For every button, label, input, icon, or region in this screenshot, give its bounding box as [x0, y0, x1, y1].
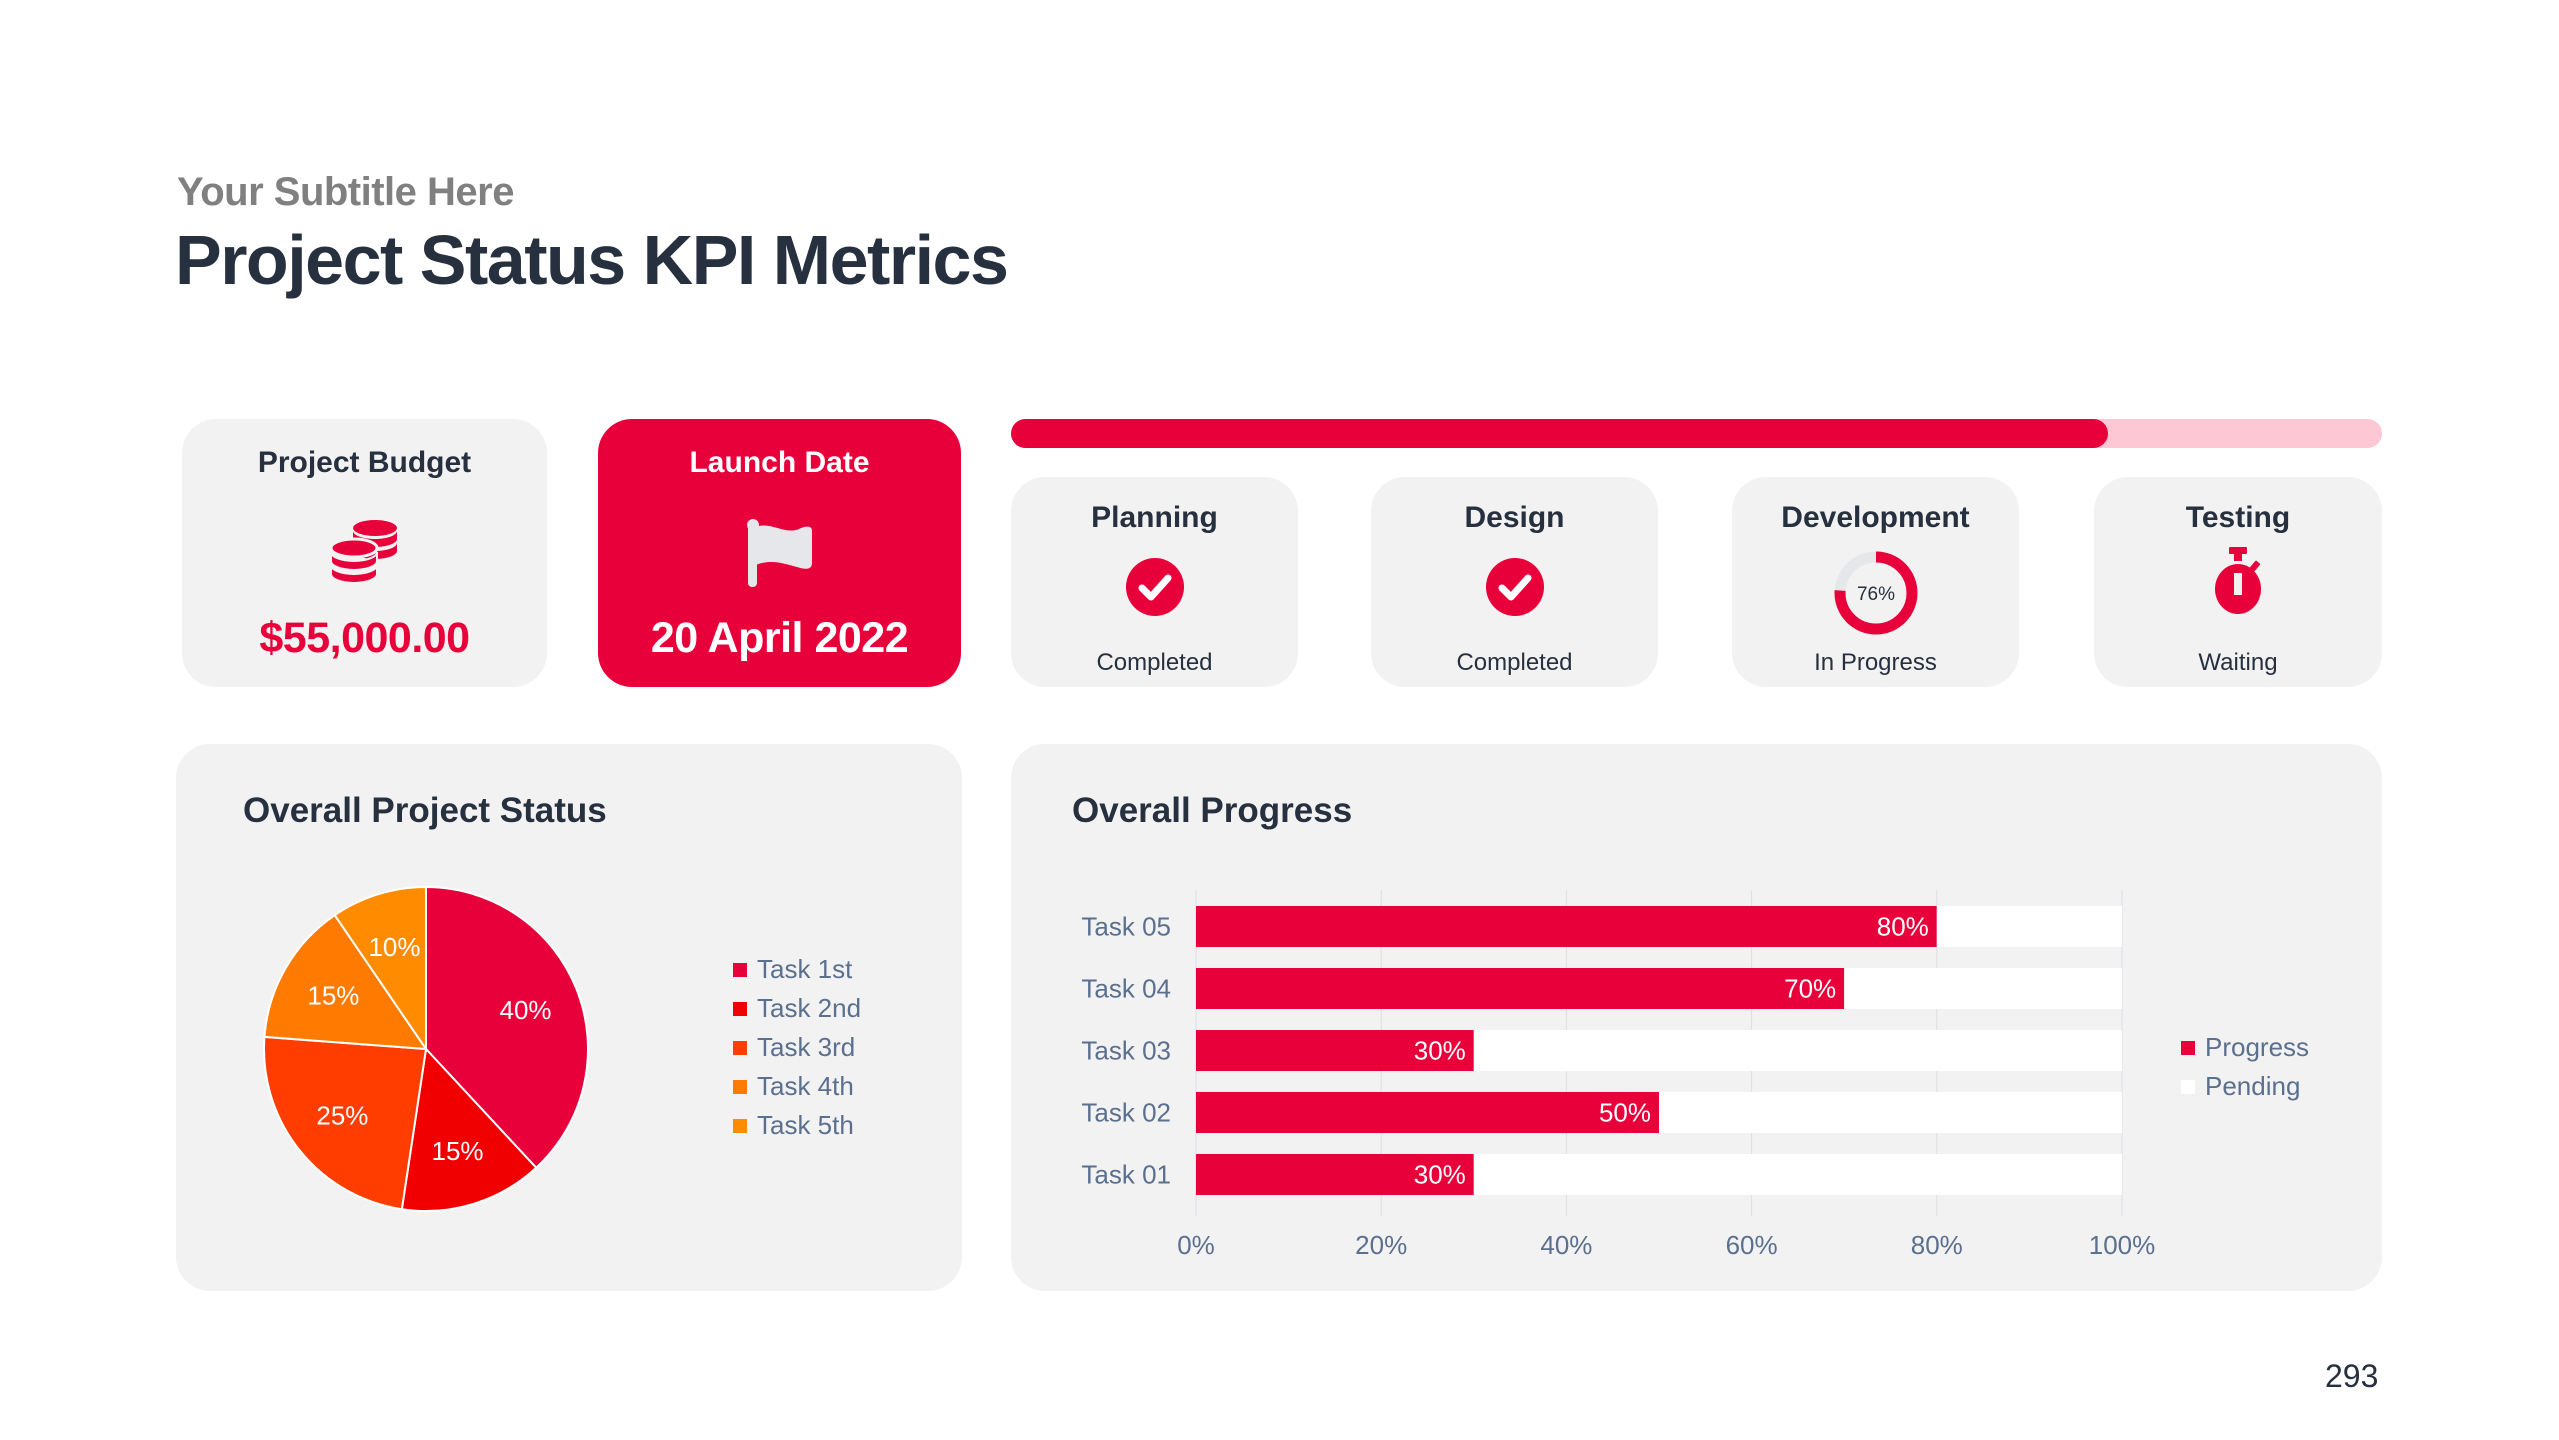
x-tick-label: 0%	[1177, 1230, 1215, 1260]
stage-status: Completed	[1096, 649, 1213, 676]
check-circle-icon	[1485, 558, 1544, 616]
legend-item-task-1st: Task 1st	[733, 954, 852, 985]
pie-slice-3	[263, 1035, 428, 1211]
budget-label: Project Budget	[257, 446, 472, 479]
overall-project-status-panel: Overall Project Status 40% 15% 25% 15% 10% T…	[176, 744, 962, 1291]
coins-icon	[330, 520, 397, 584]
legend-item-pending: Pending	[2181, 1071, 2300, 1102]
bar-pending	[1473, 1030, 2122, 1071]
stage-name: Testing	[2185, 501, 2291, 534]
overall-progress-fill	[1011, 419, 2108, 448]
pie-slice-4	[263, 913, 428, 1051]
legend-label: Progress	[2205, 1032, 2310, 1062]
stopwatch-icon	[2215, 547, 2261, 614]
bar-data-label: 30%	[1414, 1160, 1466, 1190]
legend-item-progress: Progress	[2181, 1032, 2309, 1063]
pie-data-label: 15%	[307, 981, 359, 1011]
stage-card-development: Development 76% In Progress	[1732, 477, 2019, 687]
pie-chart-title: Overall Project Status	[243, 791, 607, 830]
page-number: 293	[2325, 1358, 2379, 1394]
progress-ring-label: 76%	[1856, 584, 1894, 605]
launch-date-card: Launch Date 20 April 2022	[598, 419, 961, 687]
legend-label: Pending	[2205, 1071, 2301, 1101]
budget-card: Project Budget $55,000.00	[182, 419, 547, 687]
stage-card-testing: Testing Waiting	[2094, 477, 2382, 687]
legend-item-task-3rd: Task 3rd	[733, 1032, 855, 1063]
budget-value: $55,000.00	[259, 614, 470, 662]
bar-pending	[1844, 968, 2122, 1009]
pie-data-label: 15%	[431, 1136, 483, 1166]
legend-item-task-5th: Task 5th	[733, 1110, 854, 1141]
page-subtitle: Your Subtitle Here	[177, 170, 514, 214]
x-tick-label: 60%	[1726, 1230, 1778, 1260]
bar-pending	[1936, 906, 2122, 947]
legend-item-task-2nd: Task 2nd	[733, 993, 861, 1024]
bar-pending	[1473, 1154, 2122, 1195]
legend-swatch	[2181, 1079, 2195, 1094]
legend-label: Task 4th	[757, 1071, 854, 1101]
x-tick-label: 100%	[2089, 1230, 2156, 1260]
bar-pending	[1659, 1092, 2122, 1133]
bar-data-label: 50%	[1599, 1098, 1651, 1128]
y-category-label: Task 05	[1081, 912, 1171, 942]
bar-progress	[1196, 1154, 1474, 1195]
pie-data-label: 40%	[500, 995, 552, 1025]
stage-card-design: Design Completed	[1371, 477, 1658, 687]
launch-date-value: 20 April 2022	[650, 614, 909, 662]
legend-item-task-4th: Task 4th	[733, 1071, 854, 1102]
stage-status: Waiting	[2198, 649, 2278, 676]
bar-progress	[1196, 1092, 1659, 1133]
page-title: Project Status KPI Metrics	[175, 221, 1009, 299]
overall-progress-track	[1011, 419, 2382, 448]
legend-swatch	[2181, 1040, 2195, 1055]
pie-data-label: 10%	[368, 932, 420, 962]
progress-ring-fill	[1834, 551, 1917, 635]
stage-status: In Progress	[1814, 649, 1937, 676]
bar-data-label: 70%	[1784, 974, 1836, 1004]
bar-data-label: 80%	[1877, 912, 1929, 942]
y-category-label: Task 03	[1081, 1036, 1171, 1066]
legend-label: Task 3rd	[757, 1032, 856, 1062]
legend-swatch	[733, 1040, 747, 1055]
bar-chart: 0% 20% 40% 60% 80% 100% Task 05 80% Task 04 70% Ta…	[1081, 890, 2156, 1260]
legend-label: Task 2nd	[757, 993, 862, 1023]
bar-progress	[1196, 1030, 1474, 1071]
pie-slice-5	[333, 885, 427, 1053]
stage-name: Planning	[1091, 501, 1218, 534]
legend-swatch	[733, 1118, 747, 1133]
x-tick-label: 40%	[1540, 1230, 1592, 1260]
y-category-label: Task 04	[1081, 974, 1171, 1004]
pie-data-label: 25%	[316, 1101, 368, 1131]
bar-progress	[1196, 906, 1937, 947]
stage-name: Design	[1464, 501, 1565, 534]
legend-label: Task 1st	[757, 954, 853, 984]
pie-slice-1	[425, 885, 589, 1170]
y-category-label: Task 01	[1081, 1160, 1171, 1190]
x-tick-label: 80%	[1911, 1230, 1963, 1260]
pie-slice-2	[400, 1046, 538, 1212]
flag-icon	[747, 519, 812, 587]
stage-name: Development	[1781, 501, 1970, 534]
check-circle-icon	[1125, 558, 1184, 616]
stage-card-planning: Planning Completed	[1011, 477, 1298, 687]
legend-swatch	[733, 962, 747, 977]
pie-chart: 40% 15% 25% 15% 10%	[263, 885, 589, 1212]
overall-progress-panel: Overall Progress 0% 20% 40% 60% 80% 100% Task …	[1011, 744, 2382, 1291]
launch-date-label: Launch Date	[689, 446, 870, 479]
bar-data-label: 30%	[1414, 1036, 1466, 1066]
progress-ring-icon: 76%	[1834, 551, 1917, 635]
stage-status: Completed	[1456, 649, 1573, 676]
x-tick-label: 20%	[1355, 1230, 1407, 1260]
legend-swatch	[733, 1079, 747, 1094]
legend-swatch	[733, 1001, 747, 1016]
y-category-label: Task 02	[1081, 1098, 1171, 1128]
bar-progress	[1196, 968, 1845, 1009]
legend-label: Task 5th	[757, 1110, 854, 1140]
bar-chart-title: Overall Progress	[1072, 791, 1353, 830]
